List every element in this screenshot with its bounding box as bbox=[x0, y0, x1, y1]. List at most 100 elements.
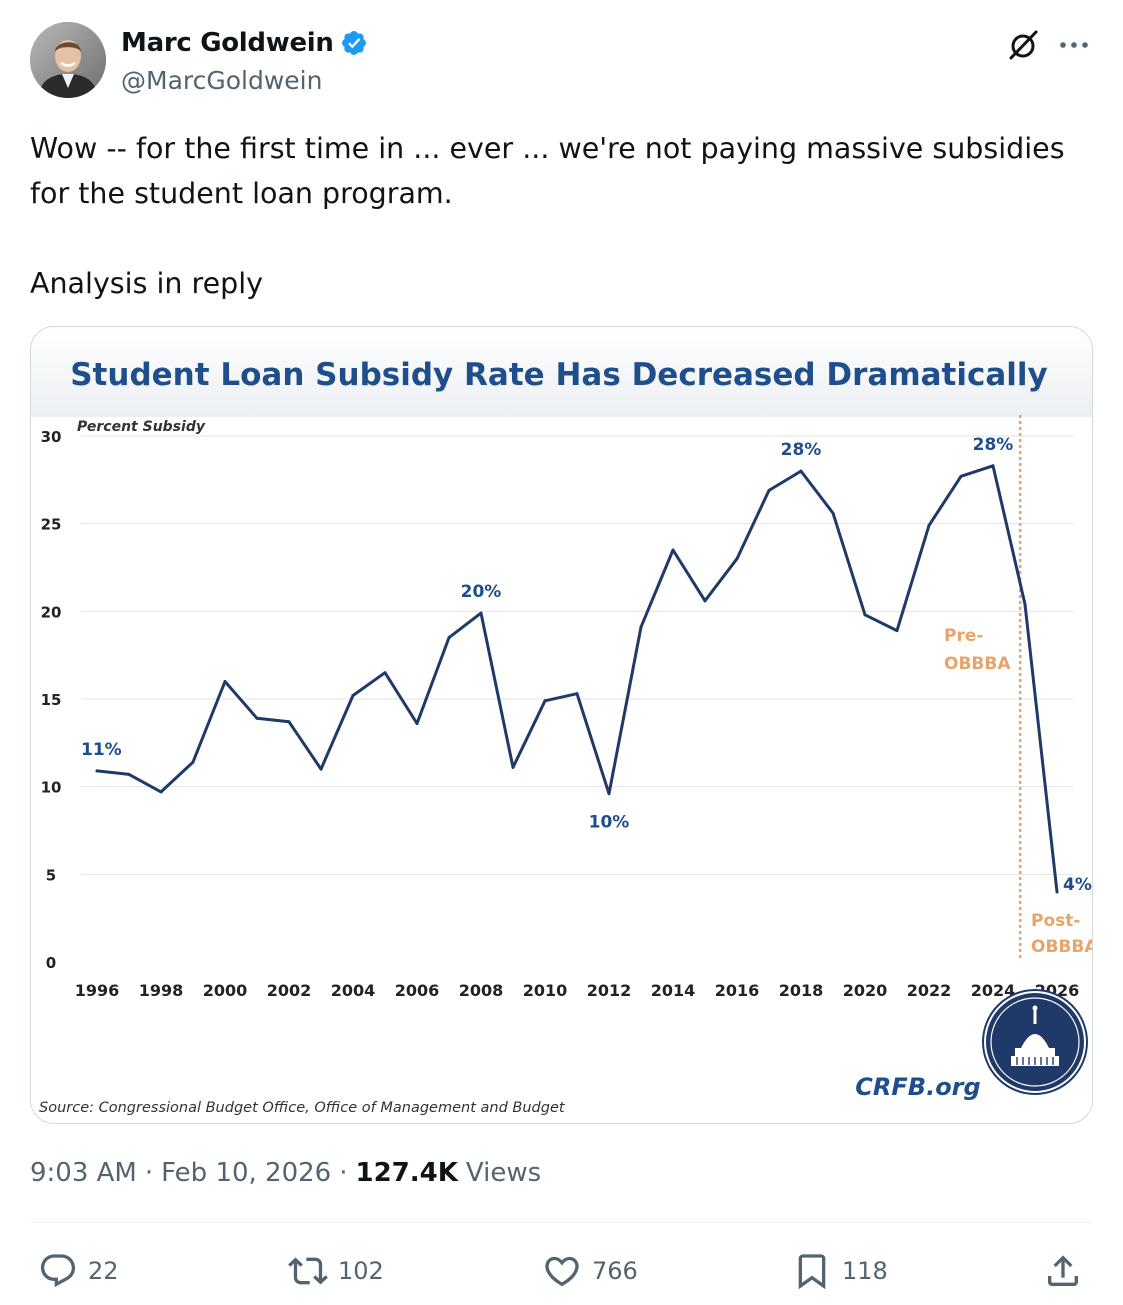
data-point bbox=[991, 464, 995, 468]
x-tick-label: 2024 bbox=[971, 981, 1016, 1000]
data-point bbox=[703, 599, 707, 603]
data-point bbox=[799, 469, 803, 473]
tweet-text-line: Wow -- for the first time in ... ever ..… bbox=[30, 132, 1065, 210]
x-tick-label: 1998 bbox=[139, 981, 184, 1000]
reply-icon bbox=[40, 1254, 76, 1288]
y-tick-label: 20 bbox=[41, 603, 62, 621]
data-point bbox=[639, 625, 643, 629]
y-tick-label: 15 bbox=[41, 691, 62, 709]
share-button[interactable] bbox=[1043, 1246, 1083, 1296]
reply-button[interactable]: 22 bbox=[38, 1246, 119, 1296]
data-point bbox=[607, 792, 611, 796]
chart: Student Loan Subsidy Rate Has Decreased … bbox=[39, 357, 1093, 1116]
bookmark-button[interactable]: 118 bbox=[792, 1246, 888, 1296]
views-label: Views bbox=[465, 1158, 542, 1188]
data-point bbox=[767, 488, 771, 492]
data-point bbox=[159, 790, 163, 794]
pre-obbba-label: OBBBA bbox=[944, 654, 1011, 674]
data-label: 20% bbox=[461, 582, 502, 602]
post-obbba-label: OBBBA bbox=[1031, 937, 1093, 957]
x-tick-label: 2014 bbox=[651, 981, 696, 1000]
data-point bbox=[511, 765, 515, 769]
data-point bbox=[127, 772, 131, 776]
data-point bbox=[415, 722, 419, 726]
share-icon bbox=[1048, 1255, 1078, 1286]
tweet-text-line: Analysis in reply bbox=[30, 267, 264, 300]
tweet-time[interactable]: 9:03 AM bbox=[30, 1158, 137, 1188]
x-tick-label: 2008 bbox=[459, 981, 504, 1000]
data-point bbox=[1023, 602, 1027, 606]
repost-button[interactable]: 102 bbox=[288, 1246, 384, 1296]
x-tick-label: 2006 bbox=[395, 981, 440, 1000]
data-point bbox=[863, 613, 867, 617]
data-point bbox=[287, 720, 291, 724]
tweet-meta: 9:03 AM · Feb 10, 2026 · 127.4K Views bbox=[30, 1158, 541, 1188]
repost-count: 102 bbox=[338, 1257, 384, 1285]
data-point bbox=[447, 636, 451, 640]
grok-icon[interactable] bbox=[1007, 28, 1041, 62]
data-point bbox=[319, 767, 323, 771]
data-point bbox=[255, 716, 259, 720]
data-point bbox=[895, 629, 899, 633]
bookmark-icon bbox=[798, 1254, 826, 1290]
like-count: 766 bbox=[592, 1257, 638, 1285]
chart-title: Student Loan Subsidy Rate Has Decreased … bbox=[70, 357, 1048, 393]
data-point bbox=[543, 699, 547, 703]
author-avatar[interactable] bbox=[30, 22, 106, 98]
y-axis-label: Percent Subsidy bbox=[77, 419, 206, 435]
y-tick-label: 30 bbox=[41, 428, 62, 446]
bookmark-count: 118 bbox=[842, 1257, 888, 1285]
divider bbox=[30, 1222, 1093, 1223]
repost-icon bbox=[288, 1257, 328, 1285]
data-point bbox=[479, 611, 483, 615]
tweet-text: Wow -- for the first time in ... ever ..… bbox=[30, 126, 1100, 306]
pre-obbba-label: Pre- bbox=[944, 626, 983, 646]
tweet-header: Marc Goldwein @MarcGoldwein bbox=[30, 22, 1093, 102]
x-tick-label: 2016 bbox=[715, 981, 760, 1000]
views-count: 127.4K bbox=[355, 1158, 458, 1188]
data-label: 11% bbox=[81, 740, 122, 760]
y-tick-label: 5 bbox=[46, 866, 56, 884]
reply-count: 22 bbox=[88, 1257, 119, 1285]
data-point bbox=[223, 679, 227, 683]
data-point bbox=[671, 548, 675, 552]
x-tick-label: 2012 bbox=[587, 981, 632, 1000]
data-point bbox=[191, 760, 195, 764]
separator-dot: · bbox=[339, 1158, 348, 1188]
crfb-logo-icon bbox=[982, 989, 1088, 1095]
tweet-date[interactable]: Feb 10, 2026 bbox=[161, 1158, 332, 1188]
chart-source: Source: Congressional Budget Office, Off… bbox=[39, 1100, 566, 1116]
series-line bbox=[95, 464, 1059, 894]
x-tick-label: 2010 bbox=[523, 981, 568, 1000]
more-options-icon[interactable] bbox=[1057, 30, 1091, 60]
x-tick-label: 2004 bbox=[331, 981, 376, 1000]
crfb-brand-text: CRFB.org bbox=[855, 1073, 980, 1101]
data-point bbox=[1055, 890, 1059, 894]
data-point bbox=[351, 693, 355, 697]
x-tick-label: 2000 bbox=[203, 981, 248, 1000]
x-tick-label: 2020 bbox=[843, 981, 888, 1000]
data-label: 4% bbox=[1063, 875, 1092, 895]
y-tick-label: 0 bbox=[46, 954, 56, 972]
data-point bbox=[831, 511, 835, 515]
x-tick-label: 2002 bbox=[267, 981, 312, 1000]
heart-icon bbox=[545, 1256, 579, 1287]
author-handle[interactable]: @MarcGoldwein bbox=[121, 66, 323, 95]
data-label: 28% bbox=[781, 440, 822, 460]
data-point bbox=[959, 474, 963, 478]
tweet-media-image[interactable]: Student Loan Subsidy Rate Has Decreased … bbox=[30, 326, 1093, 1124]
author-name[interactable]: Marc Goldwein bbox=[121, 28, 334, 58]
verified-badge-icon bbox=[341, 31, 366, 55]
x-tick-label: 1996 bbox=[75, 981, 120, 1000]
data-point bbox=[95, 769, 99, 773]
author-name-row: Marc Goldwein bbox=[121, 28, 368, 58]
x-tick-label: 2022 bbox=[907, 981, 952, 1000]
data-label: 28% bbox=[973, 435, 1014, 455]
data-point bbox=[735, 557, 739, 561]
data-label: 10% bbox=[589, 813, 630, 833]
x-tick-label: 2018 bbox=[779, 981, 824, 1000]
data-point bbox=[575, 692, 579, 696]
y-tick-label: 25 bbox=[41, 516, 62, 534]
like-button[interactable]: 766 bbox=[542, 1246, 638, 1296]
post-obbba-label: Post- bbox=[1031, 911, 1080, 931]
